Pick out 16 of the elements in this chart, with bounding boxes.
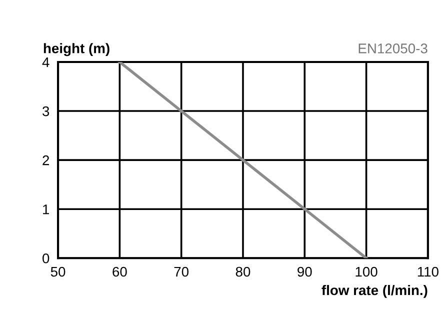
y-tick-label: 0 [42,253,50,264]
line-series [118,62,368,258]
y-axis-title: height (m) [44,43,110,56]
y-tick-label: 4 [42,57,50,68]
x-tick-label: 110 [418,266,438,277]
x-axis-title: flow rate (l/min.) [322,284,428,298]
y-tick-label: 1 [43,204,50,214]
x-tick-label: 80 [236,266,250,277]
y-tick-label: 3 [42,106,50,116]
x-tick-label: 60 [112,266,127,277]
x-tick-label: 100 [356,266,378,277]
y-tick-label: 2 [42,155,50,166]
x-tick-label: 70 [174,266,189,277]
text: EN12050-3 [358,44,428,54]
x-tick-label: 50 [50,266,66,277]
x-tick-label: 90 [298,266,312,277]
